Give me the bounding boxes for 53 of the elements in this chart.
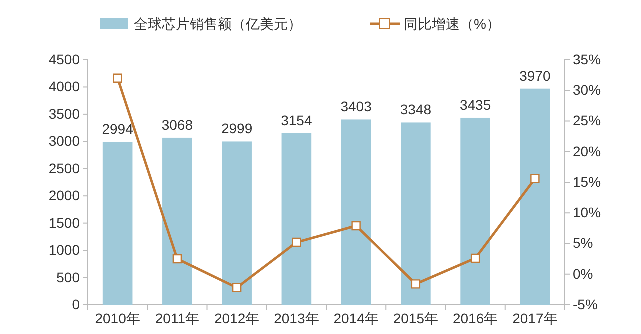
- bar: [162, 138, 192, 305]
- y2-tick-label: 35%: [573, 51, 602, 68]
- data-label: 3435: [460, 96, 492, 113]
- x-tick-label: 2017年: [512, 310, 558, 326]
- legend-label: 全球芯片销售额（亿美元）: [134, 16, 302, 32]
- y-tick-label: 2500: [48, 160, 80, 176]
- y2-tick-label: 5%: [573, 235, 594, 252]
- x-tick-label: 2015年: [393, 310, 439, 326]
- y-tick-label: 1000: [48, 242, 80, 258]
- legend-label: 同比增速（%）: [404, 16, 500, 32]
- x-tick-label: 2012年: [214, 310, 260, 326]
- bar: [102, 142, 133, 305]
- point: [530, 174, 540, 184]
- x-tick-label: 2010年: [95, 310, 140, 326]
- bar: [341, 120, 372, 305]
- y2-tick-label: 20%: [573, 143, 602, 160]
- point: [292, 238, 302, 248]
- point: [172, 254, 182, 264]
- data-label: 2999: [221, 120, 253, 137]
- y-tick-label: 0: [72, 296, 80, 312]
- x-tick-label: 2014年: [334, 310, 379, 326]
- y-tick-label: 3500: [48, 106, 80, 122]
- bar: [401, 122, 431, 305]
- data-label: 3154: [281, 112, 312, 128]
- point: [113, 74, 122, 83]
- data-label: 3403: [340, 98, 372, 115]
- bar: [282, 133, 312, 305]
- data-label: 2994: [102, 120, 134, 137]
- y-tick-label: 4500: [48, 51, 80, 68]
- point: [232, 283, 242, 292]
- y2-tick-label: 0%: [573, 266, 594, 282]
- data-label: 3068: [162, 116, 194, 133]
- point: [352, 221, 361, 231]
- y-tick-label: 3000: [48, 133, 80, 150]
- y2-tick-label: 30%: [573, 82, 602, 98]
- data-label: 3970: [520, 68, 551, 84]
- point: [470, 254, 480, 264]
- y-tick-label: 1500: [48, 214, 80, 231]
- y2-tick-label: 15%: [573, 174, 602, 190]
- y-tick-label: 500: [56, 269, 80, 286]
- point: [411, 280, 421, 289]
- x-tick-label: 2011年: [155, 310, 200, 326]
- y2-tick-label: 10%: [573, 204, 602, 221]
- bar: [520, 88, 550, 305]
- y2-tick-label: -5%: [573, 296, 598, 312]
- x-tick-label: 2013年: [274, 310, 320, 326]
- y-tick-label: 2000: [48, 188, 80, 204]
- y-tick-label: 4000: [48, 78, 80, 95]
- data-label: 3348: [400, 102, 432, 118]
- x-tick-label: 2016年: [452, 310, 498, 326]
- bar: [222, 142, 252, 305]
- bar: [460, 118, 490, 305]
- y2-tick-label: 25%: [573, 112, 602, 129]
